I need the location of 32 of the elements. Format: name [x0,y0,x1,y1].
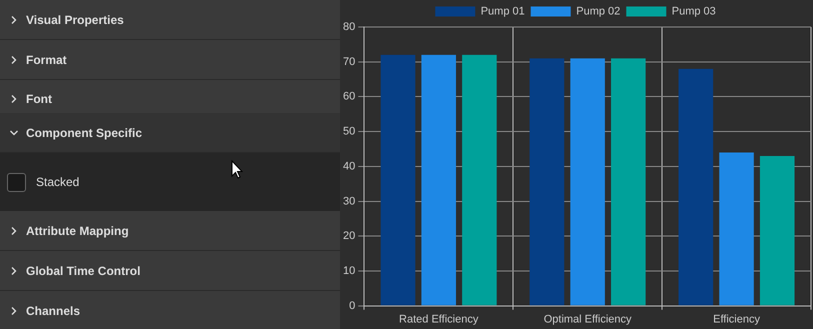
x-tick-label: Rated Efficiency [399,313,479,326]
text: Format [26,52,67,66]
y-tick-label: 70 [342,56,356,68]
bar [530,58,564,306]
bar [421,54,456,306]
text: Attribute Mapping [26,224,129,238]
x-tick-label: Optimal Efficiency [544,313,632,326]
x-tick-label: Efficiency [713,313,760,326]
bar [760,156,795,306]
y-tick-label: 50 [342,126,356,138]
y-tick-label: 40 [342,160,356,172]
text: Channels [26,304,80,318]
y-tick-label: 60 [342,90,356,103]
legend-label: Pump 02 [576,6,620,18]
y-tick-label: 0 [349,300,356,312]
y-tick-label: 20 [342,230,356,242]
legend-label: Pump 03 [672,6,716,18]
bar [719,152,754,306]
text: Global Time Control [26,264,140,278]
y-tick-label: 80 [342,21,356,34]
y-tick-label: 10 [342,264,356,277]
y-tick-label: 30 [342,195,356,208]
bar [678,68,714,306]
bar [380,54,416,306]
legend-label: Pump 01 [480,6,525,18]
text: Visual Properties [26,12,124,26]
bar [462,54,497,306]
text: Stacked [36,175,80,189]
bar [570,58,605,306]
bar [611,58,646,306]
text: Font [26,92,52,106]
text: Component Specific [26,126,142,140]
